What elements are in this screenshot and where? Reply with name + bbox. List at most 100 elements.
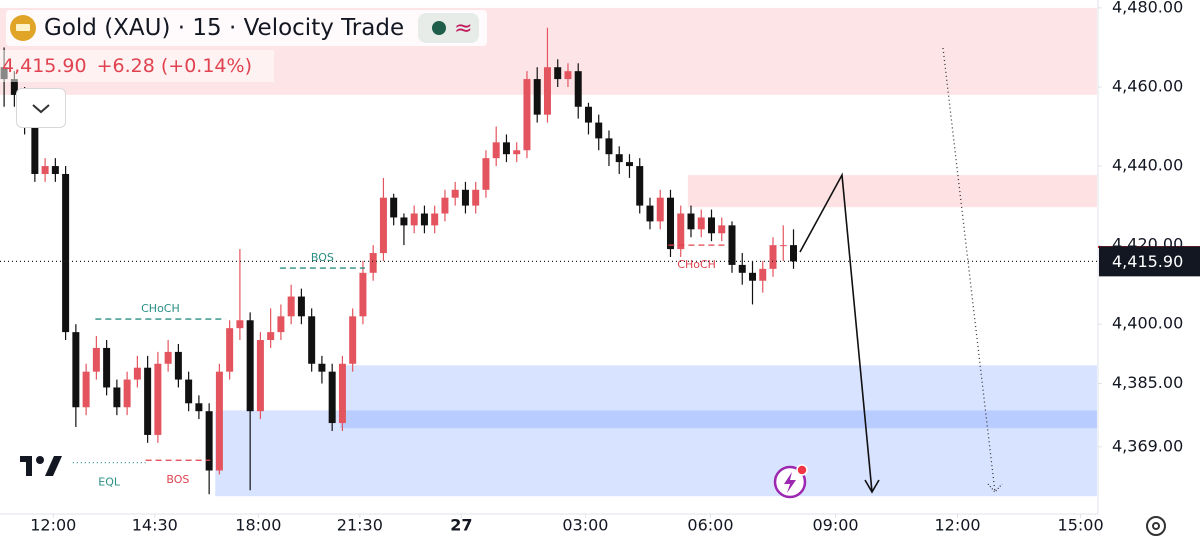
- candle-body: [92, 347, 100, 372]
- last-price-tag: [1099, 246, 1200, 277]
- candle-body: [554, 67, 562, 80]
- candle-body: [328, 371, 336, 424]
- x-tick-label: 12:00: [934, 516, 980, 535]
- candle-body: [574, 71, 582, 107]
- x-tick-label: 14:30: [132, 516, 178, 535]
- candle-body: [359, 272, 367, 317]
- candle-body: [267, 332, 275, 341]
- candle-body: [472, 189, 480, 206]
- candle-body: [185, 379, 193, 404]
- candle-body: [123, 379, 131, 408]
- candle-body: [256, 340, 264, 412]
- candle-body: [513, 150, 521, 155]
- y-tick-label: 4,440.00: [1112, 156, 1183, 175]
- candle-body: [164, 351, 172, 364]
- candle-body: [400, 217, 408, 226]
- candle-body: [133, 367, 141, 380]
- candle-body: [41, 166, 49, 174]
- candle-body: [62, 173, 70, 333]
- candle-body: [246, 320, 254, 412]
- y-tick-label: 4,460.00: [1112, 76, 1183, 95]
- y-tick-label: 4,480.00: [1112, 0, 1183, 16]
- candle-body: [410, 213, 418, 226]
- zones: [0, 7, 1097, 497]
- candle-body: [338, 363, 346, 424]
- candle-body: [277, 316, 285, 333]
- candle-body: [759, 268, 767, 281]
- candle-body: [431, 213, 439, 226]
- candle-body: [615, 154, 623, 163]
- candle-body: [666, 197, 674, 250]
- candle-body: [154, 363, 162, 435]
- lightning-icon[interactable]: [773, 464, 808, 499]
- symbol-pill[interactable]: Gold (XAU) · 15 · Velocity Trade ≈: [6, 10, 487, 46]
- annotation-label: BOS: [311, 251, 334, 264]
- x-tick-label: 21:30: [337, 516, 383, 535]
- last-price-tag-label: 4,415.90: [1112, 252, 1183, 271]
- y-tick-label: 4,369.00: [1112, 436, 1183, 455]
- y-tick-label: 4,400.00: [1112, 314, 1183, 333]
- arrow-head: [864, 479, 880, 494]
- candle-body: [646, 205, 654, 222]
- status-badges: ≈: [418, 13, 479, 43]
- candle-body: [523, 79, 531, 151]
- x-tick-label: 18:00: [235, 516, 281, 535]
- candle-body: [318, 363, 326, 372]
- candle-body: [605, 138, 613, 155]
- candle-body: [451, 189, 459, 198]
- candle-body: [461, 189, 469, 206]
- wave-icon: ≈: [454, 15, 473, 41]
- annotation-label: CHoCH: [141, 302, 180, 315]
- candle-body: [790, 245, 798, 262]
- candle-body: [584, 106, 592, 123]
- candle-body: [502, 142, 510, 155]
- candle-body: [564, 71, 572, 80]
- collapse-button[interactable]: [16, 88, 66, 128]
- price-row: 4,415.90 +6.28 (+0.14%): [0, 50, 274, 82]
- zone: [340, 365, 1097, 429]
- candle-body: [728, 225, 736, 265]
- tv-logo: [20, 456, 62, 476]
- candle-body: [369, 253, 377, 273]
- candle-body: [595, 122, 603, 139]
- candle-body: [687, 213, 695, 230]
- candle-body: [625, 162, 633, 167]
- candle-body: [492, 142, 500, 159]
- annotation-label: EQL: [98, 476, 121, 489]
- candle-body: [226, 328, 234, 372]
- candle-body: [738, 264, 746, 273]
- candle-body: [718, 225, 726, 234]
- candle-body: [10, 79, 18, 95]
- settings-icon[interactable]: [1146, 516, 1166, 536]
- candle-body: [72, 332, 80, 408]
- candle-body: [697, 217, 705, 230]
- candle-body: [215, 371, 223, 471]
- x-tick-label: 27: [450, 516, 472, 535]
- candle-body: [482, 158, 490, 190]
- candle-body: [195, 403, 203, 412]
- price-change: +6.28 (+0.14%): [96, 55, 252, 77]
- candle-body: [543, 67, 551, 115]
- candle-body: [677, 213, 685, 250]
- candle-body: [144, 367, 152, 435]
- candle-body: [656, 197, 664, 222]
- annotation-label: BOS: [166, 473, 189, 486]
- candle-body: [297, 296, 305, 317]
- candle-body: [51, 166, 59, 174]
- x-tick-label: 15:00: [1058, 516, 1104, 535]
- annotation-label: CHoCH: [677, 258, 716, 271]
- zone: [215, 410, 1097, 497]
- candle-body: [707, 217, 715, 234]
- candle-body: [82, 371, 90, 408]
- last-price: 4,415.90: [2, 55, 87, 77]
- candle-body: [420, 213, 428, 226]
- gold-icon: [10, 15, 36, 41]
- candle-body: [236, 320, 244, 329]
- zone: [687, 175, 1097, 208]
- candle-body: [533, 79, 541, 115]
- candle-body: [779, 245, 787, 247]
- candle-body: [379, 197, 387, 254]
- candle-body: [31, 118, 39, 174]
- projection-arrow: [799, 172, 873, 493]
